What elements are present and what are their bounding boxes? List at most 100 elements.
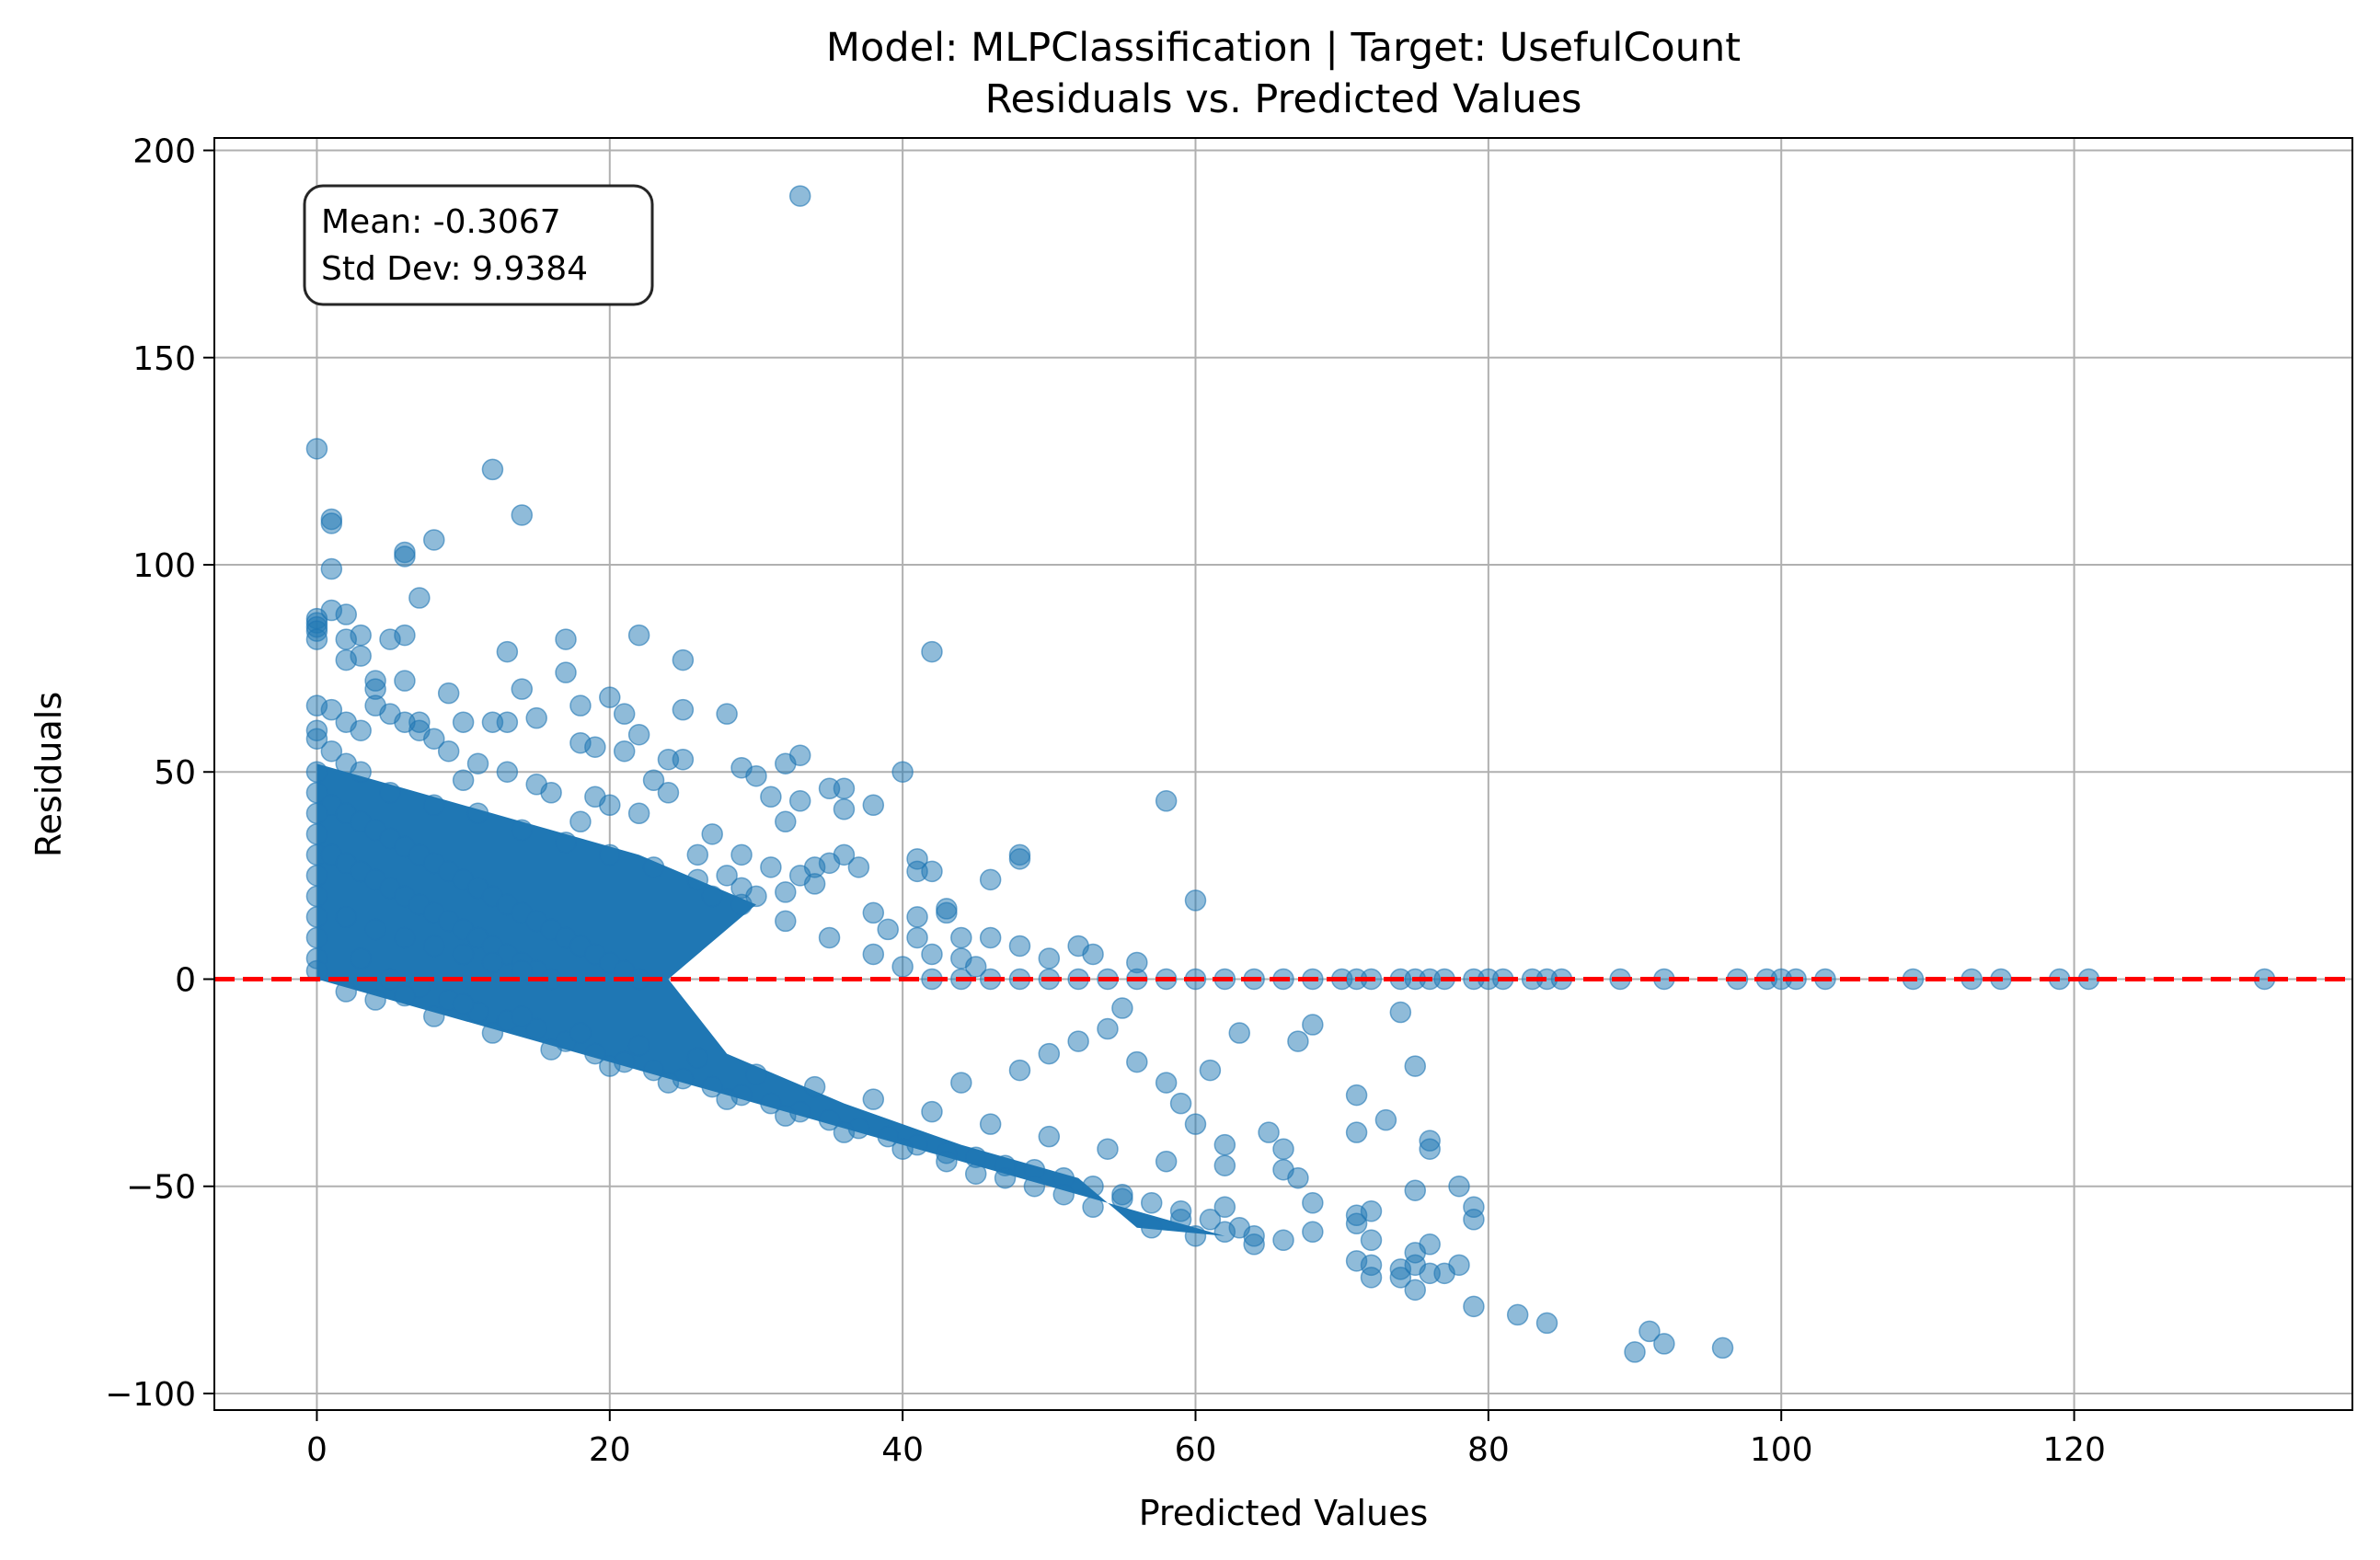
scatter-point: [335, 711, 358, 733]
scatter-point: [1008, 935, 1031, 958]
scatter-point: [1345, 1121, 1368, 1143]
scatter-point: [657, 1072, 680, 1094]
scatter-point: [584, 1042, 606, 1065]
scatter-point: [775, 910, 797, 933]
scatter-point: [379, 628, 401, 650]
scatter-point: [1535, 1312, 1558, 1335]
scatter-point: [745, 765, 767, 787]
scatter-point: [394, 545, 416, 568]
scatter-point: [642, 769, 665, 792]
scatter-point: [305, 865, 328, 887]
scatter-point: [686, 1047, 709, 1069]
scatter-point: [584, 786, 606, 809]
scatter-point: [1463, 1295, 1485, 1318]
scatter-point: [335, 603, 358, 625]
scatter-point: [379, 782, 401, 804]
scatter-point: [1638, 1320, 1661, 1343]
scatter-point: [1052, 1183, 1075, 1206]
scatter-point: [496, 640, 519, 663]
scatter-point: [481, 1022, 504, 1044]
scatter-point: [320, 740, 343, 763]
scatter-point: [335, 906, 358, 928]
scatter-point: [511, 504, 534, 526]
scatter-point: [584, 736, 606, 758]
scatter-point: [921, 943, 943, 966]
x-axis-label: Predicted Values: [1139, 1493, 1429, 1533]
scatter-point: [1302, 1014, 1324, 1036]
scatter-point: [1213, 1221, 1236, 1244]
y-tick-label: 0: [175, 961, 196, 999]
scatter-point: [1038, 1125, 1061, 1148]
scatter-point: [423, 529, 445, 551]
scatter-point: [599, 843, 621, 866]
scatter-point: [305, 628, 328, 650]
scatter-point: [305, 438, 328, 460]
scatter-point: [1155, 1072, 1178, 1094]
scatter-point: [1419, 1138, 1441, 1160]
scatter-points: [305, 185, 2276, 1363]
scatter-point: [847, 856, 870, 878]
scatter-point: [716, 865, 738, 887]
scatter-point: [657, 782, 680, 804]
scatter-point: [1169, 1092, 1192, 1115]
scatter-point: [452, 769, 475, 792]
scatter-point: [760, 1092, 782, 1115]
scatter-point: [1067, 1030, 1089, 1052]
scatter-point: [1287, 1166, 1309, 1189]
scatter-point: [423, 1005, 445, 1027]
scatter-point: [305, 761, 328, 783]
scatter-point: [525, 706, 547, 729]
scatter-point: [701, 885, 723, 908]
x-tick-label: 60: [1175, 1431, 1217, 1469]
scatter-point: [760, 856, 782, 878]
scatter-point: [862, 943, 885, 966]
scatter-point: [394, 926, 416, 949]
stats-std-dev: Std Dev: 9.9384: [321, 250, 588, 288]
scatter-point: [891, 956, 914, 978]
chart-title: Model: MLPClassification | Target: Usefu…: [826, 25, 1741, 71]
scatter-point: [862, 1088, 885, 1110]
scatter-point: [906, 906, 928, 928]
scatter-point: [1184, 889, 1207, 912]
scatter-point: [730, 893, 753, 916]
scatter-point: [921, 640, 943, 663]
scatter-point: [540, 1038, 562, 1061]
x-tick-label: 0: [306, 1431, 328, 1469]
scatter-point: [394, 670, 416, 692]
y-tick-label: −50: [126, 1169, 196, 1207]
scatter-point: [1155, 1150, 1178, 1173]
scatter-point: [1258, 1121, 1280, 1143]
scatter-point: [891, 761, 914, 783]
scatter-point: [1389, 1001, 1412, 1024]
scatter-point: [364, 989, 386, 1011]
scatter-point: [686, 843, 709, 866]
scatter-point: [1213, 1133, 1236, 1156]
scatter-point: [364, 918, 386, 941]
scatter-point: [745, 1063, 767, 1085]
scatter-point: [1155, 790, 1178, 812]
scatter-point: [423, 794, 445, 817]
scatter-point: [788, 790, 811, 812]
y-tick-label: −100: [105, 1376, 196, 1414]
scatter-point: [1082, 1196, 1104, 1219]
chart-subtitle: Residuals vs. Predicted Values: [985, 76, 1582, 122]
y-tick-label: 150: [132, 340, 196, 378]
scatter-point: [511, 1005, 534, 1027]
scatter-point: [481, 951, 504, 974]
scatter-point: [701, 1075, 723, 1098]
x-tick-label: 80: [1467, 1431, 1510, 1469]
scatter-point: [408, 587, 431, 609]
scatter-point: [833, 1121, 856, 1143]
scatter-point: [1184, 1113, 1207, 1135]
scatter-point: [1272, 1229, 1294, 1252]
scatter-point: [1463, 1209, 1485, 1231]
scatter-point: [716, 703, 738, 725]
scatter-point: [1653, 1333, 1675, 1355]
scatter-point: [1082, 1175, 1104, 1198]
scatter-point: [994, 1166, 1017, 1189]
scatter-point: [1199, 1209, 1222, 1231]
scatter-point: [730, 843, 753, 866]
scatter-point: [979, 926, 1002, 949]
y-axis-label: Residuals: [29, 692, 69, 857]
scatter-point: [906, 926, 928, 949]
